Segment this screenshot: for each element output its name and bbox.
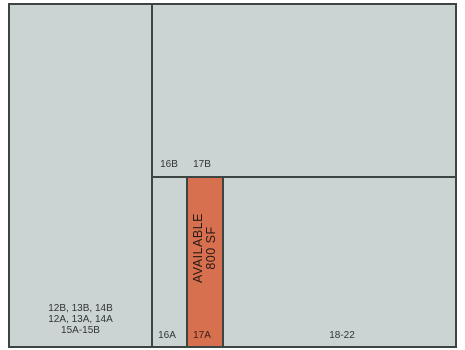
- available-area: 800 SF: [204, 226, 218, 270]
- unit-16a-label: 16A: [158, 330, 176, 341]
- unit-12b-15b-block[interactable]: [8, 3, 153, 348]
- left-block-label: 12B, 13B, 14B 12A, 13A, 14A 15A-15B: [8, 303, 153, 336]
- unit-16a[interactable]: [151, 176, 188, 348]
- left-block-label-line-1: 12B, 13B, 14B: [48, 303, 113, 314]
- left-block-label-line-2: 12A, 13A, 14A: [48, 314, 113, 325]
- unit-upper-right-block[interactable]: [151, 3, 457, 178]
- unit-18-22-label: 18-22: [329, 330, 355, 341]
- unit-17a-available[interactable]: [186, 176, 224, 348]
- unit-17b-label: 17B: [193, 159, 211, 170]
- left-block-label-line-3: 15A-15B: [61, 325, 100, 336]
- available-callout: AVAILABLE 800 SF: [191, 178, 218, 318]
- unit-16b-label: 16B: [160, 159, 178, 170]
- unit-17a-label: 17A: [193, 330, 211, 341]
- unit-18-22[interactable]: [222, 176, 457, 348]
